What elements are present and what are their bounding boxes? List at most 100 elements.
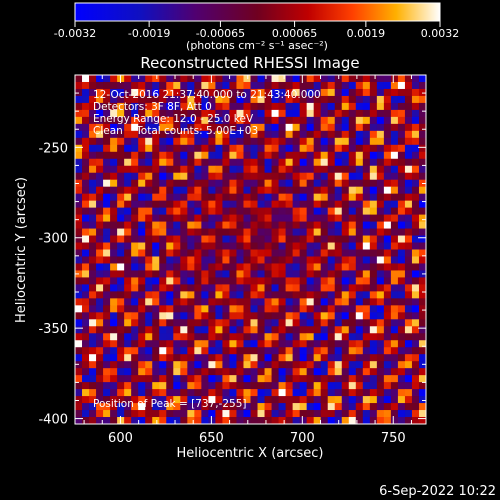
heatmap-cell <box>313 158 322 167</box>
heatmap-cell <box>180 340 188 348</box>
heatmap-cell <box>376 270 385 278</box>
heatmap-cell <box>229 319 237 327</box>
heatmap-cell <box>208 221 216 229</box>
heatmap-cell <box>187 333 195 341</box>
heatmap-cell <box>110 305 118 313</box>
heatmap-cell <box>75 361 83 369</box>
heatmap-cell <box>159 137 167 146</box>
heatmap-cell <box>208 123 216 132</box>
heatmap-cell <box>236 179 244 188</box>
heatmap-cell <box>404 340 413 348</box>
heatmap-cell <box>75 389 83 397</box>
heatmap-cell <box>82 361 90 369</box>
heatmap-cell <box>299 109 308 118</box>
heatmap-cell <box>159 81 167 90</box>
heatmap-cell <box>110 109 118 118</box>
heatmap-cell <box>383 256 392 264</box>
heatmap-cell <box>264 375 272 383</box>
heatmap-cell <box>376 305 385 313</box>
heatmap-cell <box>362 165 371 174</box>
heatmap-cell <box>180 81 188 90</box>
heatmap-cell <box>369 368 378 376</box>
heatmap-cell <box>187 417 195 424</box>
heatmap-cell <box>299 172 308 181</box>
heatmap-cell <box>334 277 343 285</box>
heatmap-cell <box>173 221 181 229</box>
heatmap-cell <box>320 116 329 125</box>
heatmap-cell <box>306 361 315 369</box>
heatmap-cell <box>257 179 265 188</box>
heatmap-cell <box>299 347 308 355</box>
heatmap-cell <box>313 235 322 243</box>
heatmap-cell <box>320 382 329 390</box>
heatmap-cell <box>229 298 237 306</box>
heatmap-cell <box>159 186 167 195</box>
heatmap-cell <box>278 312 286 320</box>
heatmap-cell <box>145 186 153 195</box>
heatmap-cell <box>285 130 294 139</box>
heatmap-cell <box>418 137 426 146</box>
heatmap-cell <box>285 396 294 404</box>
heatmap-cell <box>89 75 97 83</box>
heatmap-cell <box>404 319 413 327</box>
heatmap-cell <box>103 75 111 83</box>
heatmap-cell <box>124 277 132 285</box>
heatmap-cell <box>194 347 202 355</box>
heatmap-cell <box>362 319 371 327</box>
heatmap-cell <box>257 326 265 334</box>
heatmap-cell <box>383 81 392 90</box>
heatmap-cell <box>306 137 315 146</box>
heatmap-cell <box>257 291 265 299</box>
heatmap-cell <box>103 263 111 271</box>
heatmap-cell <box>299 102 308 111</box>
heatmap-cell <box>285 361 294 369</box>
heatmap-cell <box>320 298 329 306</box>
heatmap-cell <box>383 375 392 383</box>
heatmap-cell <box>404 249 413 257</box>
heatmap-cell <box>250 410 258 418</box>
heatmap-cell <box>117 186 125 195</box>
heatmap-cell <box>201 228 209 236</box>
heatmap-cell <box>404 298 413 306</box>
heatmap-cell <box>404 403 413 411</box>
heatmap-cell <box>166 179 174 188</box>
heatmap-cell <box>390 319 399 327</box>
heatmap-cell <box>194 88 202 97</box>
heatmap-cell <box>369 354 378 362</box>
heatmap-cell <box>383 193 392 202</box>
heatmap-cell <box>173 81 181 90</box>
heatmap-cell <box>285 417 294 424</box>
heatmap-cell <box>320 291 329 299</box>
heatmap-cell <box>117 333 125 341</box>
heatmap-cell <box>222 270 230 278</box>
heatmap-cell <box>194 403 202 411</box>
heatmap-cell <box>383 75 392 83</box>
heatmap-cell <box>201 186 209 195</box>
heatmap-cell <box>355 312 364 320</box>
heatmap-cell <box>131 249 139 257</box>
heatmap-cell <box>320 389 329 397</box>
heatmap-cell <box>236 256 244 264</box>
heatmap-cell <box>278 263 286 271</box>
heatmap-cell <box>201 249 209 257</box>
heatmap-cell <box>285 270 294 278</box>
heatmap-cell <box>264 228 272 236</box>
heatmap-cell <box>159 403 167 411</box>
annotation-time-range: 12-Oct-2016 21:37:40.000 to 21:43:40.000 <box>93 89 321 101</box>
heatmap-cell <box>299 389 308 397</box>
heatmap-cell <box>418 361 426 369</box>
heatmap-cell <box>313 102 322 111</box>
heatmap-cell <box>313 207 322 215</box>
heatmap-cell <box>418 375 426 383</box>
heatmap-cell <box>82 284 90 292</box>
heatmap-cell <box>306 382 315 390</box>
heatmap-cell <box>215 116 223 125</box>
heatmap-cell <box>299 214 308 222</box>
heatmap-cell <box>236 214 244 222</box>
heatmap-cell <box>362 298 371 306</box>
heatmap-cell <box>299 410 308 418</box>
heatmap-cell <box>292 284 301 292</box>
heatmap-cell <box>264 193 272 202</box>
heatmap-cell <box>243 165 251 174</box>
heatmap-cell <box>397 389 406 397</box>
